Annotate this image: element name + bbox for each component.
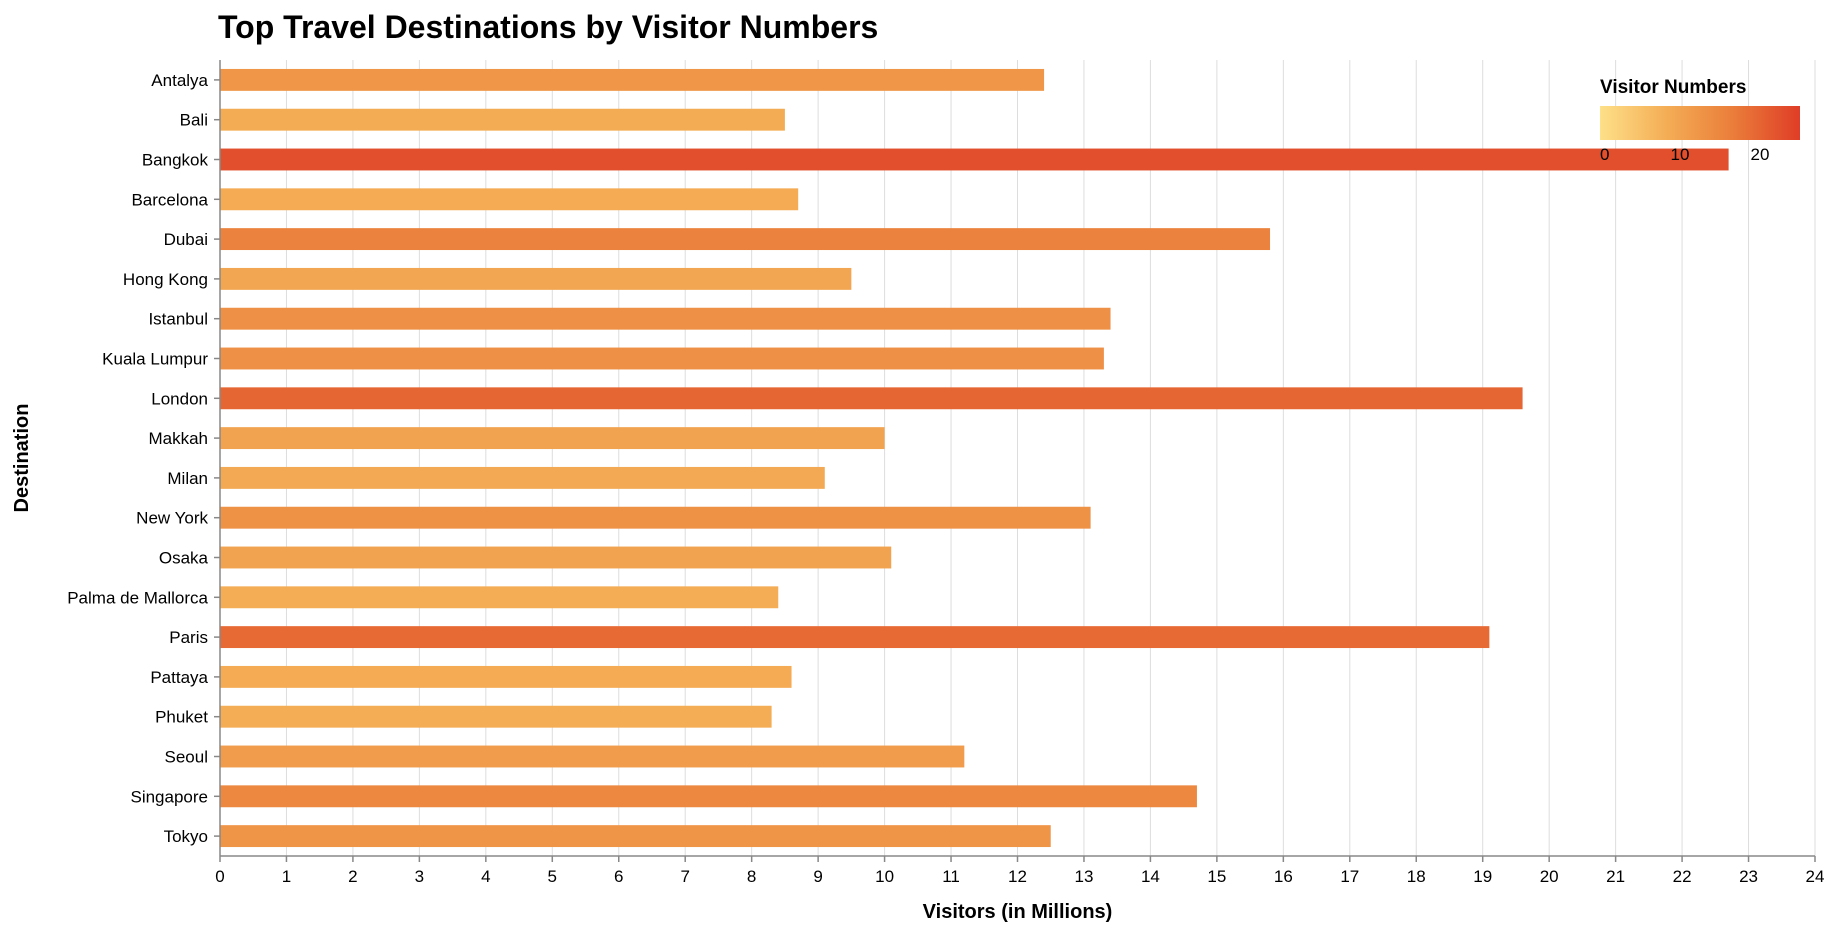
bar-seoul[interactable] bbox=[220, 745, 965, 768]
bar-new-york[interactable] bbox=[220, 506, 1091, 529]
bar-pattaya[interactable] bbox=[220, 665, 792, 688]
bar-makkah[interactable] bbox=[220, 427, 885, 450]
x-tick-label-10: 10 bbox=[875, 867, 894, 886]
color-legend: Visitor Numbers 0 10 20 bbox=[1600, 77, 1800, 164]
x-tick-label-17: 17 bbox=[1340, 867, 1359, 886]
y-tick-label-pattaya: Pattaya bbox=[150, 668, 208, 687]
y-tick-label-palma-de-mallorca: Palma de Mallorca bbox=[67, 588, 208, 607]
x-tick-label-7: 7 bbox=[680, 867, 689, 886]
bar-singapore[interactable] bbox=[220, 785, 1197, 808]
x-tick-label-11: 11 bbox=[942, 867, 960, 886]
bar-milan[interactable] bbox=[220, 466, 825, 489]
x-tick-label-15: 15 bbox=[1207, 867, 1226, 886]
legend-tick-label-0: 0 bbox=[1600, 145, 1609, 164]
chart-title: Top Travel Destinations by Visitor Numbe… bbox=[218, 9, 878, 45]
x-tick-label-9: 9 bbox=[813, 867, 822, 886]
x-axis-ticks: 0 1 2 3 4 5 6 7 8 9 10 11 12 13 14 15 16 17 18 19 20 21 22 23 24 bbox=[215, 856, 1824, 886]
y-tick-label-bali: Bali bbox=[180, 111, 208, 130]
bar-bali[interactable] bbox=[220, 108, 785, 131]
x-tick-label-18: 18 bbox=[1407, 867, 1426, 886]
x-tick-label-13: 13 bbox=[1074, 867, 1093, 886]
grid-lines bbox=[219, 60, 1816, 856]
x-tick-label-3: 3 bbox=[415, 867, 424, 886]
x-tick-label-8: 8 bbox=[747, 867, 756, 886]
x-tick-label-16: 16 bbox=[1274, 867, 1293, 886]
y-axis-ticks: Antalya Bali Bangkok Barcelona Dubai Hong Kon… bbox=[67, 71, 220, 846]
x-tick-label-14: 14 bbox=[1141, 867, 1160, 886]
x-tick-label-22: 22 bbox=[1673, 867, 1692, 886]
legend-tick-label-10: 10 bbox=[1671, 145, 1690, 164]
x-tick-label-2: 2 bbox=[348, 867, 357, 886]
legend-tick-label-20: 20 bbox=[1751, 145, 1770, 164]
y-tick-label-dubai: Dubai bbox=[164, 230, 208, 249]
legend-ticks: 0 10 20 bbox=[1600, 145, 1769, 164]
y-tick-label-osaka: Osaka bbox=[159, 549, 209, 568]
bar-paris[interactable] bbox=[220, 626, 1490, 649]
y-tick-label-istanbul: Istanbul bbox=[148, 310, 208, 329]
y-tick-label-london: London bbox=[151, 389, 208, 408]
x-tick-label-6: 6 bbox=[614, 867, 623, 886]
x-tick-label-0: 0 bbox=[215, 867, 224, 886]
y-tick-label-paris: Paris bbox=[169, 628, 208, 647]
y-tick-label-antalya: Antalya bbox=[151, 71, 208, 90]
x-tick-label-1: 1 bbox=[282, 867, 291, 886]
legend-gradient-bar bbox=[1600, 106, 1800, 140]
y-tick-label-milan: Milan bbox=[167, 469, 208, 488]
bar-london[interactable] bbox=[220, 387, 1523, 410]
bars bbox=[220, 68, 1729, 848]
y-tick-label-seoul: Seoul bbox=[165, 748, 208, 767]
bar-dubai[interactable] bbox=[220, 228, 1271, 251]
y-tick-label-tokyo: Tokyo bbox=[164, 827, 208, 846]
y-tick-label-singapore: Singapore bbox=[130, 787, 208, 806]
bar-kuala-lumpur[interactable] bbox=[220, 347, 1104, 370]
y-tick-label-new-york: New York bbox=[136, 509, 208, 528]
bar-hong-kong[interactable] bbox=[220, 267, 852, 290]
y-tick-label-makkah: Makkah bbox=[148, 429, 208, 448]
x-tick-label-12: 12 bbox=[1008, 867, 1027, 886]
x-axis-title: Visitors (in Millions) bbox=[923, 901, 1113, 923]
bar-phuket[interactable] bbox=[220, 705, 772, 728]
bar-antalya[interactable] bbox=[220, 68, 1045, 91]
y-tick-label-bangkok: Bangkok bbox=[142, 151, 209, 170]
bar-tokyo[interactable] bbox=[220, 825, 1051, 848]
legend-title: Visitor Numbers bbox=[1600, 77, 1746, 98]
y-axis-title: Destination bbox=[11, 404, 33, 513]
x-tick-label-4: 4 bbox=[481, 867, 490, 886]
y-tick-label-kuala-lumpur: Kuala Lumpur bbox=[102, 350, 208, 369]
bar-bangkok[interactable] bbox=[220, 148, 1729, 171]
y-tick-label-barcelona: Barcelona bbox=[131, 190, 208, 209]
bar-osaka[interactable] bbox=[220, 546, 892, 569]
bar-barcelona[interactable] bbox=[220, 188, 799, 211]
axes: 0 1 2 3 4 5 6 7 8 9 10 11 12 13 14 15 16 17 18 19 20 21 22 23 24… bbox=[67, 60, 1824, 886]
x-tick-label-20: 20 bbox=[1540, 867, 1559, 886]
bar-istanbul[interactable] bbox=[220, 307, 1111, 330]
x-tick-label-5: 5 bbox=[548, 867, 557, 886]
y-tick-label-hong-kong: Hong Kong bbox=[123, 270, 208, 289]
bar-palma-de-mallorca[interactable] bbox=[220, 586, 779, 609]
x-tick-label-19: 19 bbox=[1473, 867, 1492, 886]
x-tick-label-23: 23 bbox=[1739, 867, 1758, 886]
y-tick-label-phuket: Phuket bbox=[155, 708, 208, 727]
x-tick-label-21: 21 bbox=[1606, 867, 1625, 886]
x-tick-label-24: 24 bbox=[1806, 867, 1825, 886]
